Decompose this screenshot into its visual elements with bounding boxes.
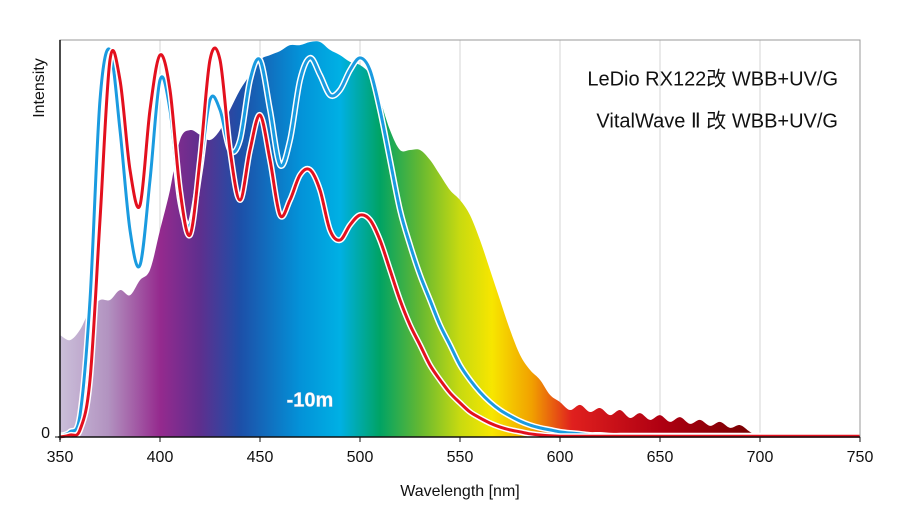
- x-tick-label: 750: [847, 449, 874, 466]
- spectrum-area: [60, 41, 860, 438]
- x-tick-label: 400: [147, 449, 174, 466]
- plot: [58, 41, 860, 440]
- x-tick-label: 600: [547, 449, 574, 466]
- x-tick-label: 450: [247, 449, 274, 466]
- x-tick-label: 700: [747, 449, 774, 466]
- x-axis-label: Wavelength [nm]: [400, 483, 519, 500]
- x-tick-label: 500: [347, 449, 374, 466]
- legend-entry: VitalWave Ⅱ 改 WBB+UV/G: [596, 109, 838, 132]
- y-axis-label: Intensity: [31, 58, 48, 118]
- legend-entry: LeDio RX122改 WBB+UV/G: [587, 67, 838, 90]
- y-tick-label: 0: [41, 425, 50, 442]
- x-tick-label: 550: [447, 449, 474, 466]
- x-tick-label: 350: [47, 449, 74, 466]
- area-label: -10m: [287, 389, 334, 411]
- line: [59, 46, 860, 439]
- x-tick-label: 650: [647, 449, 674, 466]
